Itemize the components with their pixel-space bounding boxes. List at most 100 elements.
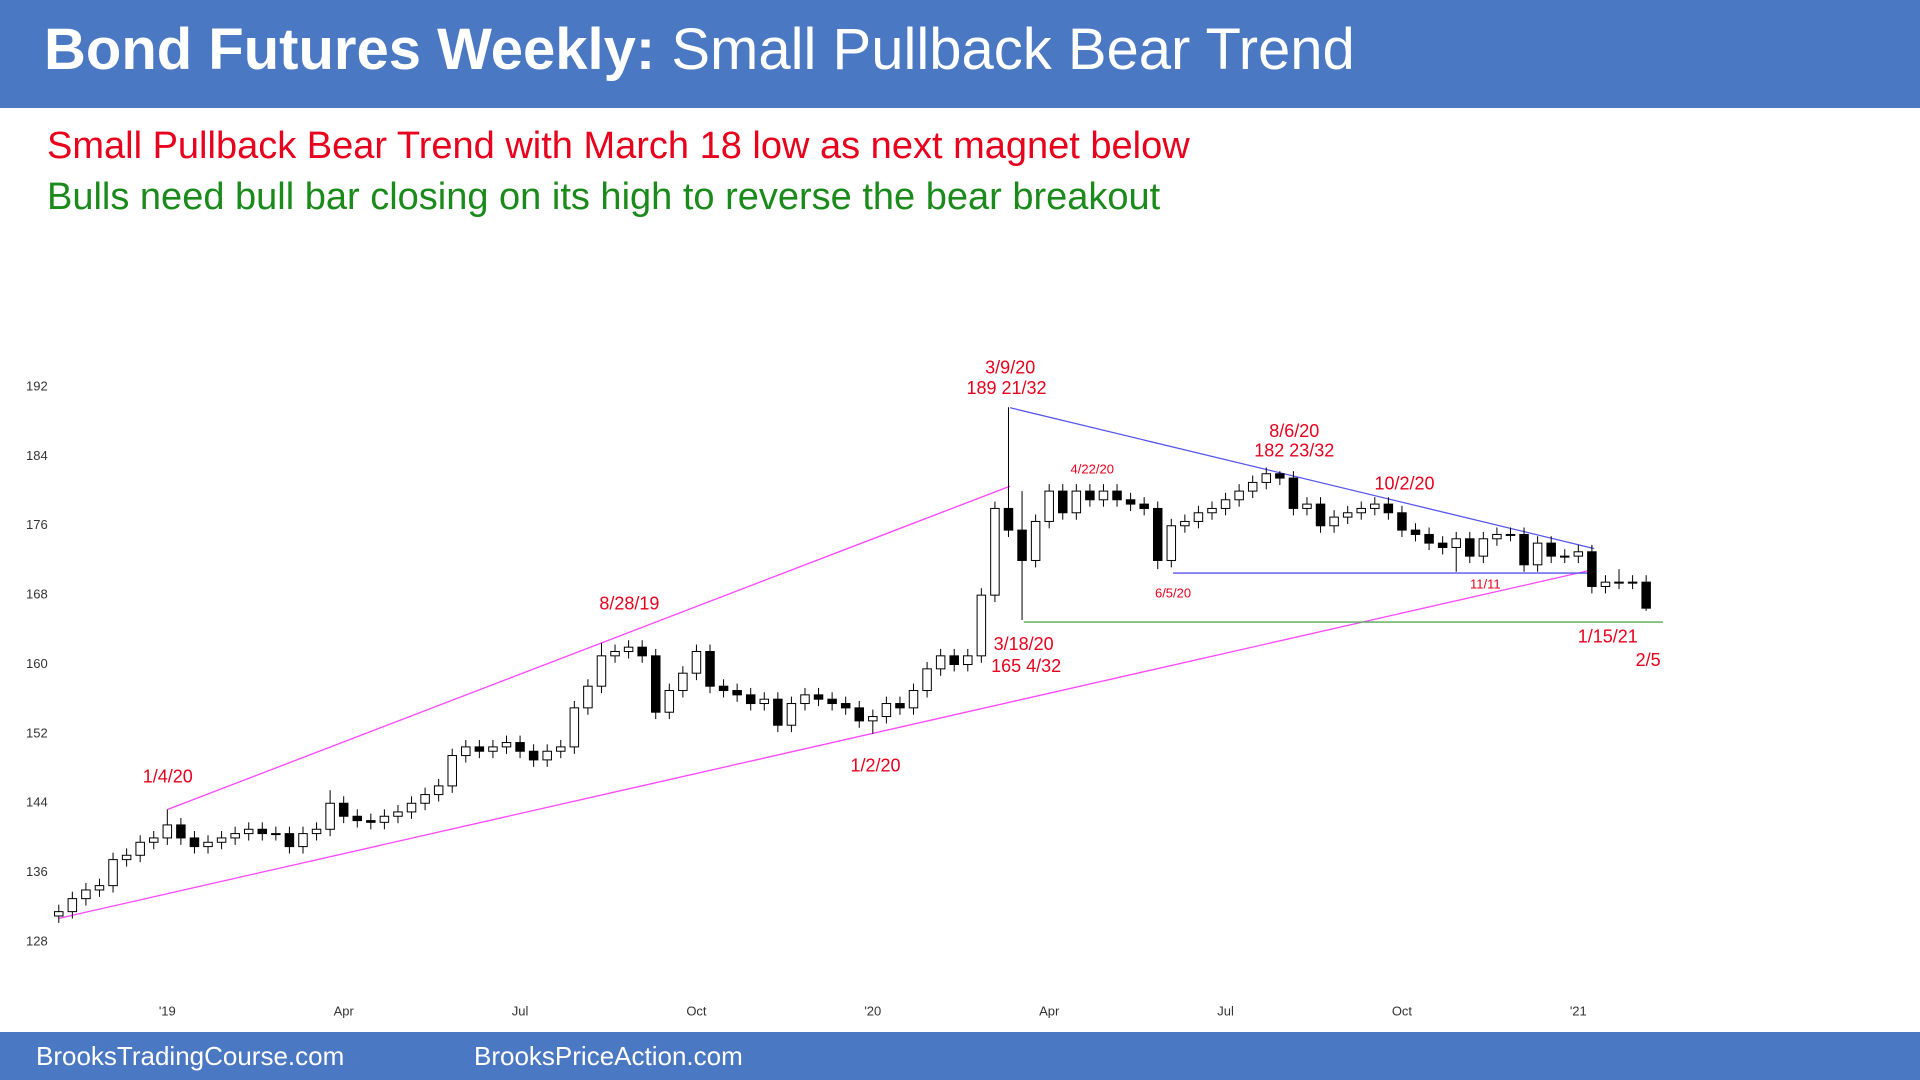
candle-body <box>1098 490 1109 501</box>
candle-body <box>1152 507 1163 561</box>
candle-body <box>148 837 159 843</box>
candle-body <box>298 833 308 848</box>
candle-body <box>637 646 647 657</box>
candle-body <box>868 716 878 722</box>
candle-body <box>1017 529 1027 561</box>
candle-body <box>1587 551 1597 587</box>
x-tick-label: '21 <box>1570 1003 1587 1018</box>
candle-body <box>1234 490 1244 501</box>
candle-body <box>908 690 919 709</box>
candle-body <box>1180 520 1190 527</box>
candle-body <box>596 655 607 687</box>
candle-body <box>1383 503 1394 514</box>
candle-body <box>881 703 892 718</box>
candle-body <box>94 885 105 891</box>
candle-body <box>556 746 566 752</box>
x-tick-label: '19 <box>159 1003 176 1018</box>
y-tick-label: 176 <box>26 517 48 532</box>
candle-body <box>1261 473 1272 483</box>
candle-body <box>1519 533 1529 566</box>
candle-body <box>1465 538 1475 557</box>
candle-body <box>1220 499 1231 509</box>
candle-body <box>135 841 145 856</box>
candle-body <box>54 911 64 917</box>
candle-body <box>1044 490 1054 522</box>
candle-body <box>664 690 675 713</box>
trend-line <box>167 485 1011 810</box>
candle-body <box>488 746 498 752</box>
candle-body <box>1410 529 1421 535</box>
candle-body <box>1193 512 1204 522</box>
candle-body <box>461 746 471 757</box>
candle-body <box>1302 503 1312 509</box>
candle-body <box>406 802 417 813</box>
x-tick-label: Jul <box>1217 1003 1234 1018</box>
candle-body <box>623 646 634 653</box>
candle-body <box>1356 507 1366 514</box>
candle-body <box>515 742 525 752</box>
annotation: 6/5/20 <box>1155 585 1191 600</box>
chart: 128 136 144 152 160 168 176 184 192 '19 Apr Jul Oct '… <box>26 357 1663 1018</box>
candle-body <box>1424 533 1434 544</box>
annotation: 8/28/19 <box>599 594 659 614</box>
candle-body <box>650 655 661 713</box>
candle-body <box>1370 503 1380 509</box>
candle-body <box>786 703 797 726</box>
candle-body <box>1614 581 1624 584</box>
candle-body <box>1573 551 1584 557</box>
candle-body <box>705 651 715 687</box>
x-tick-label: Apr <box>334 1003 355 1018</box>
candle-body <box>1560 555 1570 558</box>
candle-body <box>1478 538 1489 557</box>
candle-body <box>230 833 240 839</box>
candle-body <box>773 698 783 726</box>
candle-body <box>922 668 932 692</box>
candle-body <box>1058 490 1068 514</box>
candle-body <box>1451 538 1461 548</box>
y-tick-label: 128 <box>26 933 48 948</box>
candle-body <box>691 651 702 674</box>
candle-body <box>271 833 281 836</box>
candle-body <box>569 707 580 748</box>
candle-body <box>1275 473 1285 479</box>
trend-line <box>1010 407 1595 550</box>
candle-body <box>949 655 959 666</box>
x-tick-label: Jul <box>512 1003 529 1018</box>
y-tick-label: 168 <box>26 587 48 602</box>
x-tick-label: '20 <box>864 1003 881 1018</box>
annotation: 10/2/20 <box>1374 474 1434 494</box>
candle-body <box>108 859 118 887</box>
candle-body <box>162 824 173 839</box>
candle-body <box>1492 533 1502 540</box>
candle-body <box>447 755 457 787</box>
candle-body <box>813 694 824 700</box>
candle-body <box>121 854 132 861</box>
candle-body <box>474 746 485 752</box>
footer-bar: BrooksTradingCourse.com BrooksPriceActio… <box>0 1032 1920 1080</box>
candle-body <box>1247 481 1258 492</box>
candle-body <box>1627 581 1638 584</box>
y-tick-label: 144 <box>26 795 48 810</box>
candle-body <box>393 811 403 817</box>
candle-body <box>1315 503 1326 527</box>
candle-body <box>1329 516 1339 527</box>
annotation: 189 21/32 <box>966 378 1046 398</box>
candle-body <box>732 690 742 696</box>
candle-body <box>935 655 946 670</box>
annotation: 3/18/20 <box>994 634 1054 654</box>
candle-body <box>501 742 512 748</box>
y-tick-label: 136 <box>26 864 48 879</box>
candle-body <box>352 815 363 822</box>
candle-body <box>1030 520 1041 561</box>
candle-body <box>433 785 444 796</box>
candle-body <box>1600 581 1611 587</box>
title-lead: Bond Futures Weekly: <box>44 17 656 82</box>
annotation: 1/4/20 <box>143 766 193 786</box>
candle-body <box>1207 507 1217 514</box>
annotation: 8/6/20 <box>1269 421 1319 441</box>
annotation: 1/2/20 <box>850 755 900 775</box>
candle-body <box>420 794 430 804</box>
annotation: 182 23/32 <box>1254 441 1334 461</box>
candle-body <box>1437 542 1448 548</box>
candle-body <box>610 651 620 657</box>
